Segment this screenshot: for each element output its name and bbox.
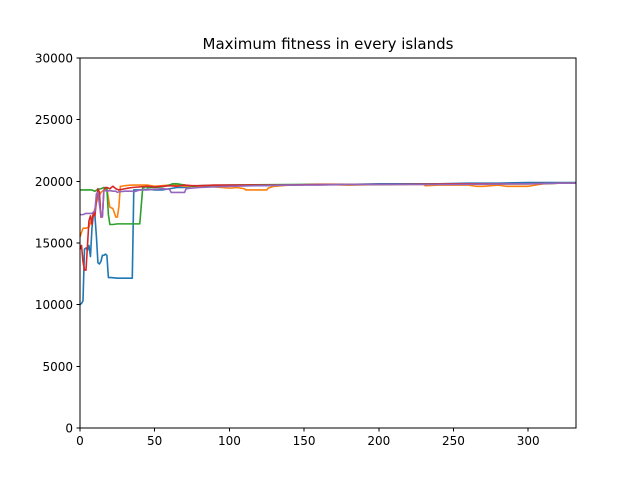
y-tick-label: 30000 [35,52,73,66]
x-tick-label: 250 [442,434,465,448]
x-tick-label: 0 [76,434,84,448]
x-axis-ticks: 0 50 100 150 200 250 300 [76,428,540,448]
y-tick-label: 10000 [35,298,73,312]
series-layer [79,181,576,306]
y-tick-label: 0 [65,422,73,436]
series-line-2 [79,182,576,238]
x-tick-label: 200 [367,434,390,448]
plot-frame [79,57,577,429]
y-tick-label: 20000 [35,175,73,189]
x-tick-label: 300 [517,434,540,448]
chart-title: Maximum fitness in every islands [203,35,454,53]
y-tick-label: 25000 [35,113,73,127]
y-tick-label: 15000 [35,237,73,251]
y-tick-label: 5000 [42,360,73,374]
x-tick-label: 150 [293,434,316,448]
series-line-4 [79,182,576,271]
series-line-5 [80,182,576,218]
series-line-1 [79,181,576,306]
x-tick-label: 50 [147,434,162,448]
y-axis-ticks: 0 5000 10000 15000 20000 25000 30000 [35,52,80,436]
x-tick-label: 100 [218,434,241,448]
